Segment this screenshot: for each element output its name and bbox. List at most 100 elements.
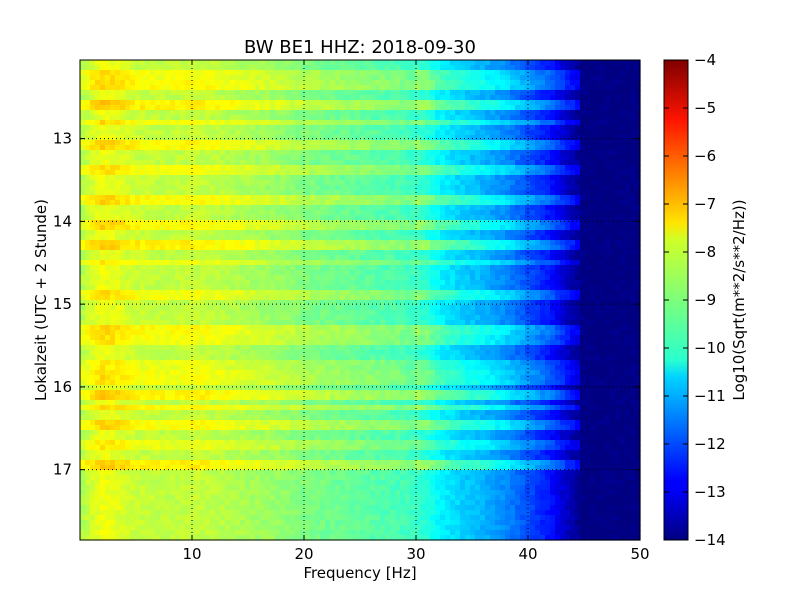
heatmap-cell	[320, 210, 326, 216]
heatmap-cell	[475, 200, 481, 206]
heatmap-cell	[250, 155, 256, 161]
heatmap-cell	[180, 95, 186, 101]
heatmap-cell	[340, 180, 346, 186]
heatmap-cell	[220, 235, 226, 241]
heatmap-cell	[120, 145, 126, 151]
heatmap-cell	[395, 65, 401, 71]
heatmap-cell	[135, 145, 141, 151]
heatmap-cell	[565, 155, 571, 161]
heatmap-cell	[460, 70, 466, 76]
heatmap-cell	[260, 75, 266, 81]
heatmap-cell	[325, 130, 331, 136]
heatmap-cell	[430, 130, 436, 136]
heatmap-cell	[370, 95, 376, 101]
heatmap-cell	[180, 175, 186, 181]
heatmap-cell	[615, 225, 621, 231]
heatmap-cell	[450, 130, 456, 136]
heatmap-cell	[475, 235, 481, 241]
heatmap-cell	[455, 200, 461, 206]
heatmap-cell	[210, 115, 216, 121]
heatmap-cell	[615, 95, 621, 101]
heatmap-cell	[535, 75, 541, 81]
heatmap-cell	[560, 170, 566, 176]
heatmap-cell	[115, 170, 121, 176]
heatmap-cell	[575, 185, 581, 191]
heatmap-cell	[280, 80, 286, 86]
heatmap-cell	[260, 150, 266, 156]
heatmap-cell	[580, 245, 586, 251]
heatmap-cell	[580, 130, 586, 136]
heatmap-cell	[165, 105, 171, 111]
heatmap-cell	[295, 85, 301, 91]
heatmap-cell	[550, 75, 556, 81]
heatmap-cell	[270, 225, 276, 231]
heatmap-cell	[490, 270, 496, 276]
heatmap-cell	[190, 155, 196, 161]
heatmap-cell	[600, 105, 606, 111]
heatmap-cell	[145, 180, 151, 186]
heatmap-cell	[605, 215, 611, 221]
heatmap-cell	[450, 180, 456, 186]
heatmap-cell	[540, 240, 546, 246]
heatmap-cell	[125, 250, 131, 256]
heatmap-cell	[460, 170, 466, 176]
heatmap-cell	[540, 275, 546, 281]
heatmap-cell	[430, 160, 436, 166]
heatmap-cell	[425, 150, 431, 156]
heatmap-cell	[590, 185, 596, 191]
heatmap-cell	[535, 155, 541, 161]
heatmap-cell	[300, 270, 306, 276]
heatmap-cell	[605, 85, 611, 91]
heatmap-cell	[130, 115, 136, 121]
heatmap-cell	[355, 160, 361, 166]
heatmap-cell	[100, 155, 106, 161]
heatmap-cell	[265, 270, 271, 276]
heatmap-cell	[220, 115, 226, 121]
heatmap-cell	[465, 190, 471, 196]
heatmap-cell	[230, 70, 236, 76]
heatmap-cell	[250, 265, 256, 271]
heatmap-cell	[370, 265, 376, 271]
heatmap-cell	[480, 145, 486, 151]
heatmap-cell	[260, 265, 266, 271]
heatmap-cell	[355, 125, 361, 131]
heatmap-cell	[415, 185, 421, 191]
heatmap-cell	[550, 235, 556, 241]
heatmap-cell	[280, 170, 286, 176]
heatmap-cell	[365, 185, 371, 191]
heatmap-cell	[455, 105, 461, 111]
heatmap-cell	[255, 65, 261, 71]
heatmap-cell	[555, 115, 561, 121]
heatmap-cell	[450, 70, 456, 76]
heatmap-cell	[435, 100, 441, 106]
heatmap-cell	[325, 75, 331, 81]
heatmap-cell	[565, 130, 571, 136]
heatmap-cell	[115, 240, 121, 246]
heatmap-cell	[530, 200, 536, 206]
heatmap-cell	[190, 60, 196, 66]
heatmap-cell	[285, 280, 291, 286]
heatmap-cell	[560, 75, 566, 81]
heatmap-cell	[335, 275, 341, 281]
heatmap-cell	[390, 195, 396, 201]
heatmap-cell	[385, 190, 391, 196]
heatmap-cell	[330, 150, 336, 156]
heatmap-cell	[290, 115, 296, 121]
heatmap-cell	[445, 155, 451, 161]
heatmap-cell	[465, 110, 471, 116]
heatmap-cell	[410, 265, 416, 271]
heatmap-cell	[220, 130, 226, 136]
heatmap-cell	[600, 160, 606, 166]
heatmap-cell	[585, 65, 591, 71]
heatmap-cell	[335, 120, 341, 126]
heatmap-cell	[595, 165, 601, 171]
heatmap-cell	[235, 70, 241, 76]
heatmap-cell	[195, 180, 201, 186]
heatmap-cell	[170, 185, 176, 191]
heatmap-cell	[290, 140, 296, 146]
heatmap-cell	[380, 270, 386, 276]
heatmap-cell	[205, 215, 211, 221]
heatmap-cell	[485, 275, 491, 281]
heatmap-cell	[435, 270, 441, 276]
heatmap-cell	[525, 95, 531, 101]
